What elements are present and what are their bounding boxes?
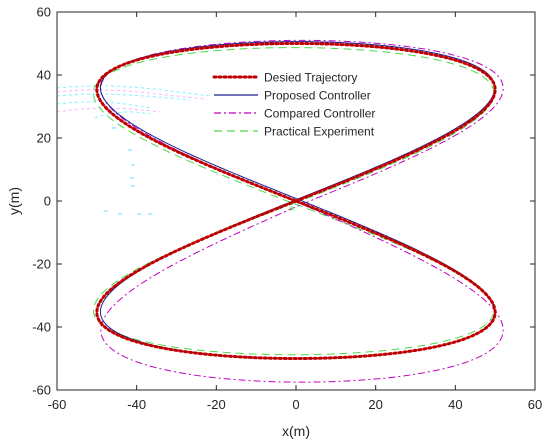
legend-label: Proposed Controller: [264, 89, 371, 103]
axis-ticks: -60 -40 -20 0 20 40 60 -60 -40 -20 0 20 40 60: [32, 5, 542, 413]
series-layer: [92, 39, 504, 383]
y-tick-label: 40: [37, 68, 51, 83]
y-tick-label: -60: [32, 383, 51, 398]
series-line-1: [95, 41, 497, 361]
y-axis-label: y(m): [6, 187, 22, 215]
legend-label: Desied Trajectory: [264, 71, 357, 85]
y-tick-label: 20: [37, 131, 51, 146]
x-tick-label: -40: [127, 397, 146, 412]
series-line-4: [92, 47, 495, 356]
x-tick-label: 40: [448, 397, 462, 412]
artifact-streak: [56, 85, 211, 97]
x-tick-label: 20: [368, 397, 382, 412]
start-marker: *: [289, 202, 295, 218]
legend-label: Practical Experiment: [264, 125, 375, 139]
marker-layer: *: [289, 202, 295, 218]
y-tick-label: -20: [32, 257, 51, 272]
x-tick-label: 60: [528, 397, 542, 412]
x-tick-label: -60: [48, 397, 67, 412]
y-tick-label: 0: [44, 194, 51, 209]
legend: Desied Trajectory Proposed Controller Comp…: [212, 71, 375, 139]
artifact-streak: [94, 111, 151, 119]
x-tick-label: -20: [207, 397, 226, 412]
x-tick-label: 0: [292, 397, 299, 412]
y-tick-label: 60: [37, 5, 51, 20]
legend-label: Compared Controller: [264, 107, 375, 121]
x-axis-label: x(m): [282, 423, 310, 439]
artifact-streak: [56, 93, 191, 101]
artifact-streak: [56, 89, 206, 100]
y-tick-label: -40: [32, 320, 51, 335]
artifact-streak: [56, 101, 151, 109]
